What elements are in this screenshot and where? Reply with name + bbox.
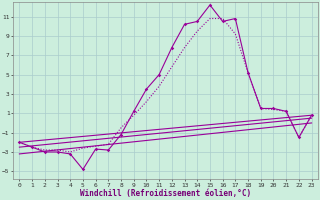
- X-axis label: Windchill (Refroidissement éolien,°C): Windchill (Refroidissement éolien,°C): [80, 189, 251, 198]
